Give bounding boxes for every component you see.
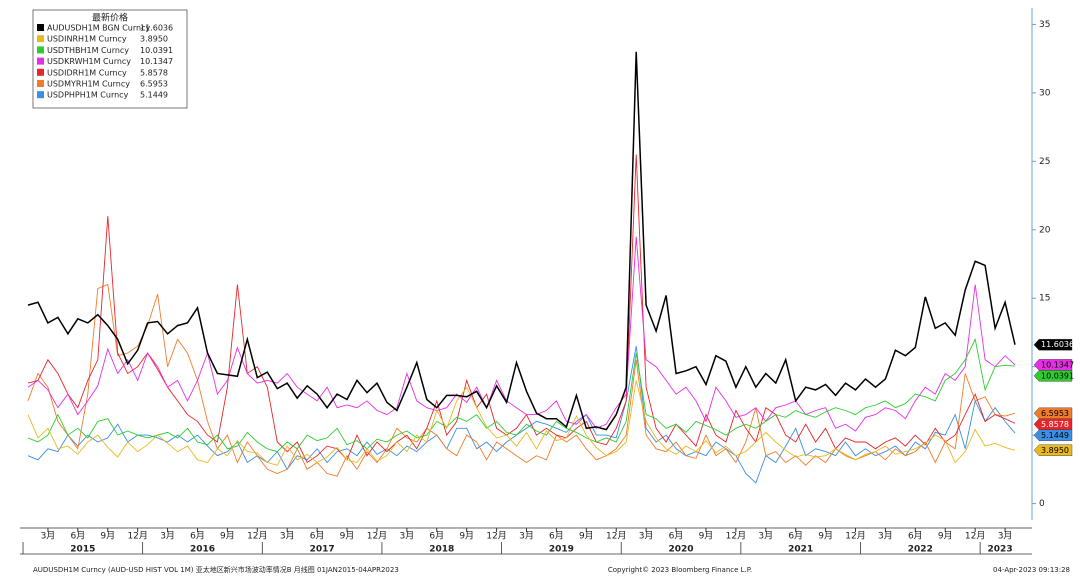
- x-tick-label: 3月: [639, 531, 654, 542]
- year-label: 2015: [70, 545, 95, 555]
- x-tick-label: 12月: [845, 531, 865, 542]
- x-tick-label: 9月: [340, 531, 355, 542]
- legend-swatch: [37, 24, 44, 31]
- series-line: [27, 346, 1016, 484]
- x-tick-label: 6月: [310, 531, 325, 542]
- legend-value: 5.1449: [140, 91, 168, 100]
- series-line: [27, 380, 1016, 466]
- x-tick-label: 9月: [938, 531, 953, 542]
- x-tick-label: 6月: [190, 531, 205, 542]
- value-tag-label: 5.1449: [1041, 431, 1069, 440]
- legend-value: 10.0391: [140, 46, 173, 55]
- legend-swatch: [37, 80, 44, 87]
- value-tag-label: 6.5953: [1041, 409, 1069, 418]
- x-tick-label: 6月: [429, 531, 444, 542]
- series-line: [27, 51, 1016, 431]
- value-tag-label: 3.8950: [1041, 446, 1069, 455]
- x-tick-label: 3月: [399, 531, 414, 542]
- x-tick-label: 9月: [579, 531, 594, 542]
- series-line: [27, 337, 1016, 453]
- x-tick-label: 3月: [41, 531, 56, 542]
- x-tick-label: 6月: [669, 531, 684, 542]
- legend-label: USDTHBH1M Curncy: [47, 46, 129, 55]
- x-tick-label: 9月: [699, 531, 714, 542]
- value-tag: [1033, 370, 1073, 382]
- footer-right: 04-Apr-2023 09:13:28: [993, 566, 1070, 574]
- footer-center: Copyright© 2023 Bloomberg Finance L.P.: [608, 566, 752, 574]
- x-tick-label: 3月: [519, 531, 534, 542]
- year-label: 2021: [788, 545, 813, 555]
- x-tick-label: 6月: [549, 531, 564, 542]
- legend-value: 6.5953: [140, 80, 168, 89]
- x-tick-label: 3月: [998, 531, 1013, 542]
- value-tag-label: 11.6036: [1041, 340, 1074, 349]
- series-line: [27, 283, 1016, 477]
- legend-swatch: [37, 46, 44, 54]
- legend-swatch: [37, 57, 44, 65]
- series-line: [27, 236, 1016, 432]
- x-tick-label: 3月: [758, 531, 773, 542]
- x-tick-label: 12月: [606, 531, 626, 542]
- x-tick-label: 9月: [100, 531, 115, 542]
- legend-value: 3.8950: [140, 35, 168, 44]
- year-label: 2018: [429, 545, 454, 555]
- year-label: 2020: [669, 545, 694, 555]
- x-tick-label: 3月: [878, 531, 893, 542]
- value-tag: [1033, 429, 1073, 441]
- legend-value: 10.1347: [140, 57, 173, 66]
- legend-title: 最新价格: [92, 12, 128, 24]
- legend-swatch: [37, 35, 44, 43]
- legend-value: 11.6036: [140, 24, 173, 33]
- series-line: [27, 154, 1016, 464]
- x-tick-label: 6月: [70, 531, 85, 542]
- year-label: 2022: [908, 545, 933, 555]
- year-label: 2016: [190, 545, 215, 555]
- value-tag-label: 5.8578: [1041, 420, 1069, 429]
- x-tick-label: 12月: [367, 531, 387, 542]
- legend-swatch: [37, 91, 44, 99]
- legend-label: AUDUSDH1M BGN Curncy: [47, 24, 150, 33]
- legend-label: USDKRWH1M Curncy: [47, 57, 131, 66]
- y-tick-label: 20: [1039, 225, 1051, 235]
- y-tick-label: 25: [1039, 157, 1050, 167]
- legend-label: USDMYRH1M Curncy: [47, 80, 130, 89]
- footer-left: AUDUSDH1M Curncy (AUD-USD HIST VOL 1M) 亚…: [33, 565, 399, 574]
- x-tick-label: 12月: [247, 531, 267, 542]
- y-tick-label: 30: [1039, 88, 1051, 98]
- x-tick-label: 9月: [220, 531, 235, 542]
- x-tick-label: 9月: [818, 531, 833, 542]
- year-label: 2023: [988, 545, 1013, 555]
- x-tick-label: 6月: [908, 531, 923, 542]
- legend-label: USDIDRH1M Curncy: [47, 68, 127, 77]
- x-tick-label: 3月: [160, 531, 175, 542]
- x-tick-label: 12月: [965, 531, 985, 542]
- x-tick-label: 12月: [726, 531, 746, 542]
- value-tag: [1033, 418, 1073, 430]
- x-tick-label: 12月: [486, 531, 506, 542]
- year-label: 2017: [310, 545, 335, 555]
- legend-label: USDINRH1M Curncy: [47, 35, 127, 44]
- value-tag: [1033, 444, 1073, 456]
- y-tick-label: 15: [1039, 294, 1050, 304]
- y-tick-label: 35: [1039, 20, 1050, 30]
- value-tag-label: 10.1347: [1041, 360, 1074, 369]
- legend-swatch: [37, 68, 44, 76]
- x-tick-label: 3月: [280, 531, 295, 542]
- value-tag: [1033, 359, 1073, 371]
- legend-value: 5.8578: [140, 68, 168, 77]
- legend-box: [32, 9, 188, 109]
- y-tick-label: 0: [1039, 499, 1045, 509]
- legend-label: USDPHPH1M Curncy: [47, 91, 129, 100]
- value-tag: [1033, 407, 1073, 419]
- value-tag-label: 10.0391: [1041, 371, 1074, 380]
- x-tick-label: 6月: [788, 531, 803, 542]
- year-label: 2019: [549, 545, 574, 555]
- value-tag: [1033, 339, 1073, 351]
- x-tick-label: 9月: [459, 531, 474, 542]
- x-tick-label: 12月: [127, 531, 147, 542]
